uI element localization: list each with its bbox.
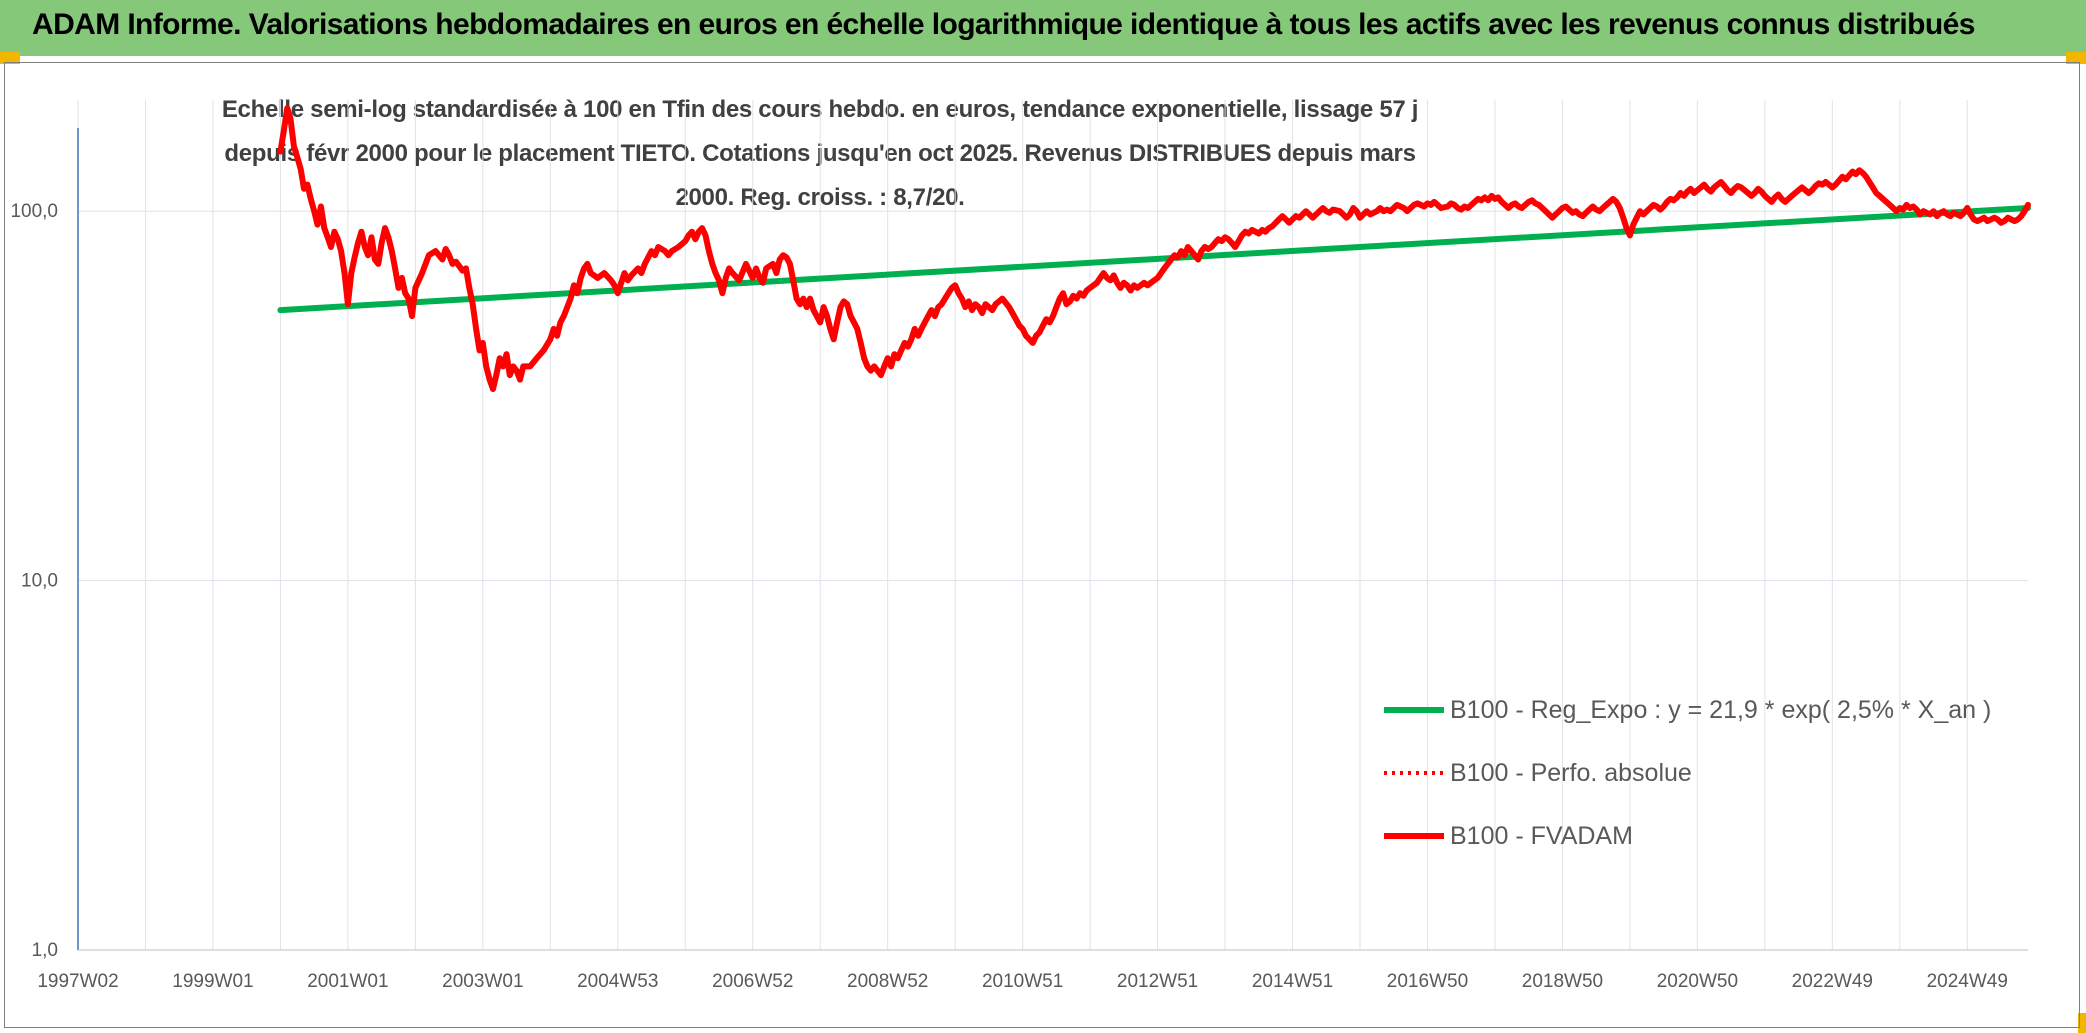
chart-axes: 1,0 10,0 100,0 1997W02 1999W01 2001W01 2003W01…	[10, 128, 2028, 992]
x-tick-label: 2016W50	[1387, 971, 1468, 992]
title-banner: ADAM Informe. Valorisations hebdomadaire…	[0, 0, 2086, 56]
x-tick-label: 2001W01	[307, 971, 388, 992]
x-tick-label: 1999W01	[172, 971, 253, 992]
y-tick-label: 1,0	[32, 940, 58, 961]
x-tick-label: 2020W50	[1657, 971, 1738, 992]
x-tick-label: 2003W01	[442, 971, 523, 992]
legend-label: B100 - Perfo. absolue	[1450, 759, 1692, 787]
y-tick-label: 100,0	[10, 201, 58, 222]
x-tick-label: 2018W50	[1522, 971, 1603, 992]
legend-label: B100 - Reg_Expo : y = 21,9 * exp( 2,5% *…	[1450, 696, 1991, 724]
chart-frame	[4, 62, 2080, 1028]
x-tick-label: 2014W51	[1252, 971, 1333, 992]
x-tick-label: 2012W51	[1117, 971, 1198, 992]
report-title: ADAM Informe. Valorisations hebdomadaire…	[32, 8, 1975, 41]
x-tick-label: 2024W49	[1927, 971, 2008, 992]
series-line-0	[277, 205, 2031, 314]
chart-series	[277, 105, 2031, 393]
chart-legend: B100 - Reg_Expo : y = 21,9 * exp( 2,5% *…	[1384, 696, 1991, 850]
x-tick-label: 2008W52	[847, 971, 928, 992]
corner-marker-bottom-right	[2078, 1013, 2086, 1033]
x-tick-label: 2010W51	[982, 971, 1063, 992]
x-tick-label: 2004W53	[577, 971, 658, 992]
x-tick-label: 2022W49	[1792, 971, 1873, 992]
chart-grid	[77, 100, 2028, 951]
y-tick-label: 10,0	[21, 571, 58, 592]
legend-label: B100 - FVADAM	[1450, 822, 1633, 850]
corner-marker-right	[2066, 52, 2086, 64]
x-tick-label: 2006W52	[712, 971, 793, 992]
series-line-2	[277, 105, 2031, 393]
corner-marker-left	[0, 52, 20, 64]
x-tick-label: 1997W02	[37, 971, 118, 992]
